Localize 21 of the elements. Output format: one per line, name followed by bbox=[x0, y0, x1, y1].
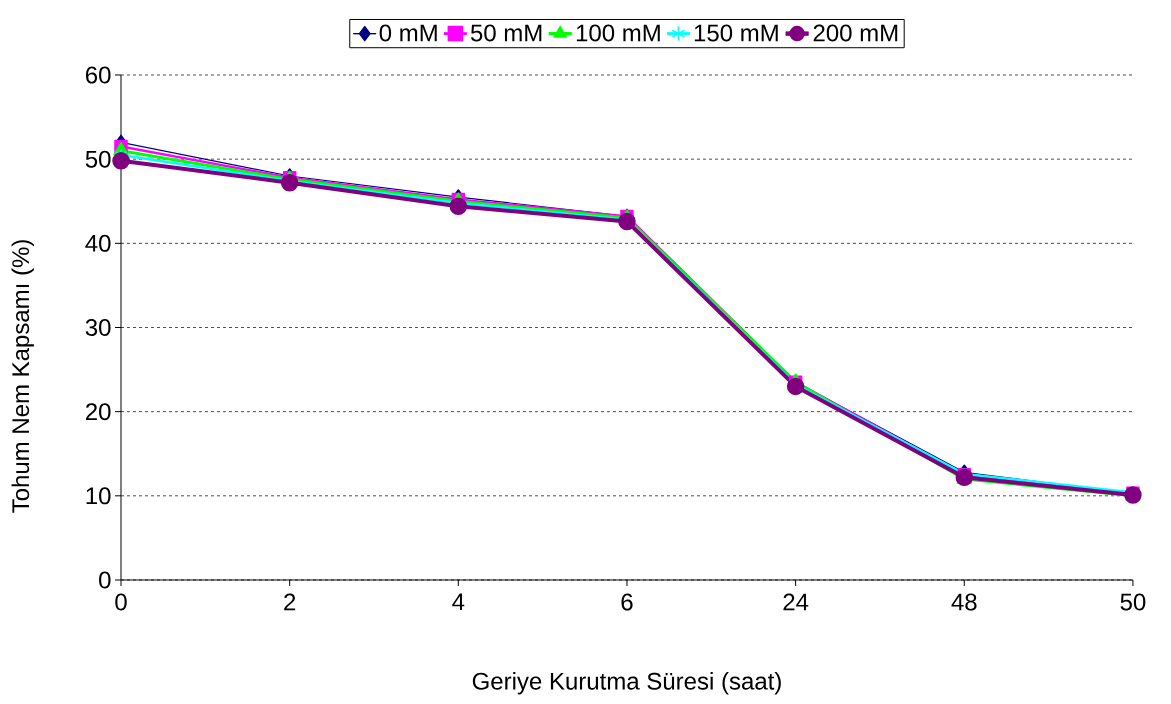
x-tick-label: 50 bbox=[1120, 593, 1146, 611]
legend-label: 0 mM bbox=[379, 24, 437, 42]
y-tick-label: 60 bbox=[86, 66, 111, 84]
legend-label: 100 mM bbox=[576, 24, 660, 42]
legend-label: 150 mM bbox=[694, 24, 778, 42]
legend-label: 200 mM bbox=[813, 24, 898, 42]
x-axis-title: Geriye Kurutma Süresi (saat) bbox=[472, 672, 781, 695]
x-tick-label: 2 bbox=[284, 593, 296, 611]
y-tick-label: 20 bbox=[85, 403, 111, 421]
x-tick-label: 24 bbox=[783, 593, 809, 611]
y-axis-title: Tohum Nem Kapsamı (%) bbox=[11, 240, 34, 513]
x-tick-label: 0 bbox=[115, 593, 127, 611]
y-tick-label: 30 bbox=[85, 319, 111, 336]
x-tick-label: 48 bbox=[951, 593, 977, 611]
legend-label: 50 mM bbox=[470, 24, 542, 42]
y-tick-label: 0 bbox=[99, 571, 111, 589]
x-tick-label: 6 bbox=[621, 593, 633, 611]
y-tick-label: 10 bbox=[86, 487, 111, 505]
x-tick-label: 4 bbox=[452, 593, 465, 611]
y-tick-label: 50 bbox=[85, 150, 111, 168]
y-tick-label: 40 bbox=[85, 234, 111, 252]
